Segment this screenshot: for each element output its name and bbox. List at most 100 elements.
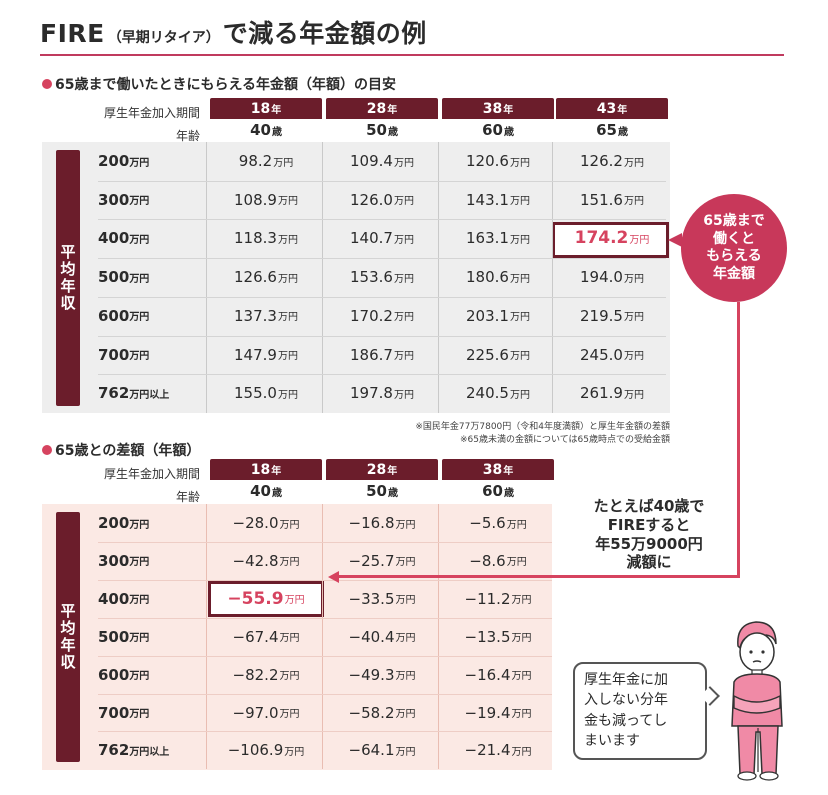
row-income-unit: 万円 [129, 519, 150, 531]
bubble-line-3: もらえる [706, 248, 762, 264]
cell-unit: 万円 [393, 273, 414, 285]
table-cell: −97.0 万円 [210, 694, 322, 732]
row-income-value: 400 [98, 589, 130, 608]
table-cell: −40.4 万円 [326, 618, 438, 656]
cell-value: −58.2 [348, 703, 395, 722]
column-divider [438, 504, 439, 770]
cell-value: 151.6 [580, 190, 623, 209]
table-cell: 126.2 万円 [556, 142, 668, 180]
column-years-unit: 年 [387, 466, 398, 477]
cell-unit: 万円 [509, 389, 530, 401]
row-income-value: 400 [98, 229, 130, 248]
cell-value: 203.1 [466, 306, 509, 325]
cell-unit: 万円 [623, 273, 644, 285]
table-cell: 155.0 万円 [210, 374, 322, 412]
table-cell: 147.9 万円 [210, 336, 322, 374]
column-age-40: 40歳 [210, 121, 322, 139]
table-cell: 118.3 万円 [210, 219, 322, 257]
row-label-income: 500 万円 [86, 618, 204, 656]
cell-unit: 万円 [277, 273, 298, 285]
column-divider [322, 142, 323, 413]
bullet-dot-icon [42, 445, 52, 455]
cell-unit: 万円 [395, 709, 416, 720]
cell-unit: 万円 [395, 746, 416, 758]
column-years-value: 28 [366, 461, 387, 478]
cell-value: −16.4 [464, 665, 511, 684]
cell-unit: 万円 [509, 273, 530, 285]
row-income-unit: 万円 [129, 157, 150, 169]
column-age-value: 50 [366, 482, 387, 500]
column-age-65: 65歳 [556, 121, 668, 139]
section2-age-label: 年齢 [175, 490, 200, 504]
highlight-box [552, 222, 669, 258]
row-label-income: 700 万円 [86, 336, 204, 374]
cell-unit: 万円 [284, 595, 305, 607]
column-years-value: 28 [366, 100, 387, 117]
cell-value: 118.3 [234, 229, 277, 248]
cell-value: 126.0 [350, 190, 393, 209]
cell-unit: 万円 [395, 671, 416, 683]
section2-table [42, 504, 552, 770]
table-cell: −64.1 万円 [326, 731, 438, 769]
table-cell: 120.6 万円 [442, 142, 554, 180]
row-divider [98, 579, 552, 581]
section2-heading: 65歳との差額（年額） [42, 440, 200, 460]
cell-unit: 万円 [511, 595, 532, 607]
row-divider [98, 258, 666, 260]
column-years-unit: 年 [271, 466, 282, 477]
side-label-char: 年 [60, 636, 76, 654]
table-cell: 203.1 万円 [442, 297, 554, 335]
column-age-value: 40 [250, 121, 271, 139]
cell-unit: 万円 [623, 196, 644, 208]
speech-line-1: 厚生年金に加 [584, 672, 668, 688]
row-label-income: 762 万円以上 [86, 374, 204, 412]
row-divider [98, 335, 666, 337]
row-divider [98, 296, 666, 298]
speech-balloon: 厚生年金に加 入しない分年 金も減ってし まいます [573, 662, 707, 760]
row-income-unit: 万円 [129, 633, 150, 645]
title-underline [40, 54, 784, 56]
cell-value: 98.2 [238, 152, 273, 170]
title-fire: FIRE [40, 19, 105, 48]
row-divider [98, 693, 552, 695]
column-age-unit: 歳 [617, 127, 628, 138]
column-tab-28-years: 28 年 [326, 459, 438, 480]
cell-unit: 万円 [623, 312, 644, 324]
cell-value: 174.2 [574, 228, 629, 249]
row-income-unit: 万円 [129, 273, 150, 285]
table-cell: −42.8 万円 [210, 542, 322, 580]
table-cell: 108.9 万円 [210, 181, 322, 219]
cell-value: −11.2 [464, 589, 511, 608]
column-years-unit: 年 [271, 105, 282, 116]
annotation-bubble: 65歳まで 働くと もらえる 年金額 [681, 194, 787, 302]
row-income-unit: 万円以上 [129, 746, 170, 758]
row-income-value: 200 [98, 152, 130, 170]
row-label-income: 400 万円 [86, 580, 204, 618]
row-income-value: 600 [98, 665, 130, 684]
cell-unit: 万円 [395, 519, 416, 531]
table-cell: 261.9 万円 [556, 374, 668, 412]
row-income-value: 700 [98, 345, 130, 364]
cell-unit: 万円 [623, 351, 644, 362]
cell-unit: 万円 [506, 519, 527, 531]
cell-unit: 万円 [623, 157, 644, 169]
table-cell: −67.4 万円 [210, 618, 322, 656]
cell-value: 155.0 [234, 384, 277, 403]
side-label-char: 収 [60, 294, 76, 313]
section1-period-label: 厚生年金加入期間 [103, 106, 200, 120]
row-income-unit: 万円 [129, 595, 150, 607]
column-age-value: 60 [482, 121, 503, 139]
cell-value: 163.1 [466, 229, 509, 248]
table-cell: 163.1 万円 [442, 219, 554, 257]
table-cell: 140.7 万円 [326, 219, 438, 257]
bubble-pointer [668, 233, 682, 247]
section1-side-label: 平均年収 [56, 150, 80, 406]
cell-unit: 万円 [509, 351, 530, 362]
table-cell: 137.3 万円 [210, 297, 322, 335]
cell-unit: 万円 [509, 312, 530, 324]
arrow-horizontal [337, 575, 740, 578]
table-cell: −8.6 万円 [442, 542, 554, 580]
cell-unit: 万円 [279, 633, 300, 645]
table-cell: 186.7 万円 [326, 336, 438, 374]
table-cell: 194.0 万円 [556, 258, 668, 296]
